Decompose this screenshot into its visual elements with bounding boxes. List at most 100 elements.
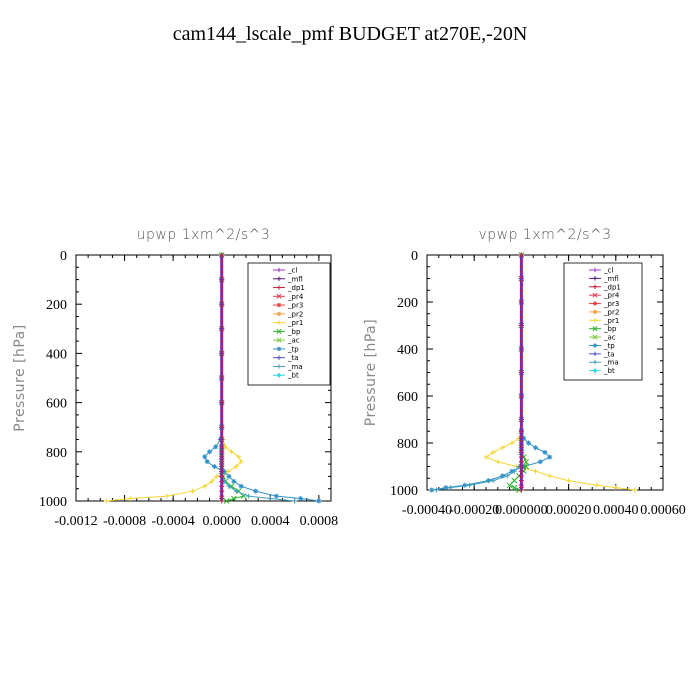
legend-label-dp1: _dp1 — [287, 284, 305, 292]
data-point-pr1 — [490, 449, 496, 455]
data-point-ma — [448, 485, 454, 491]
y-tick-label: 400 — [46, 347, 67, 362]
data-point-tp — [207, 449, 213, 455]
data-point-pr1 — [164, 493, 170, 499]
y-tick-label: 1000 — [390, 484, 418, 499]
data-point-tp — [211, 464, 217, 470]
data-point-pr1 — [190, 488, 196, 494]
data-point-pr1 — [228, 449, 234, 455]
data-point-tp — [537, 459, 543, 465]
legend-box — [247, 262, 331, 386]
y-tick-label: 0 — [60, 249, 67, 264]
data-point-pr1 — [209, 478, 215, 484]
data-point-ma — [466, 482, 472, 488]
data-point-tp — [298, 496, 304, 502]
data-point-tp — [316, 498, 322, 504]
data-point-tp — [547, 454, 553, 460]
panel-title: upwp 1xm^2/s^3 — [137, 227, 271, 243]
legend-marker-pr3 — [276, 302, 282, 308]
x-tick-label: 0.000000 — [495, 503, 548, 518]
legend-label-pr1: _pr1 — [603, 317, 619, 325]
legend-label-cl: _cl — [603, 267, 613, 275]
chart-panel-upwp: upwp 1xm^2/s^3 Pressure [hPa] 0 200 400 600 80… — [12, 227, 338, 529]
data-point-ma — [511, 468, 517, 474]
data-point-tp — [231, 478, 237, 484]
series-line-ma — [436, 255, 522, 491]
data-point-pr1 — [495, 459, 501, 465]
data-point-ma — [233, 488, 239, 494]
y-tick-label: 1000 — [39, 495, 67, 510]
legend-label-bp: _bp — [287, 328, 301, 336]
chart-panel-vpwp: vpwp 1xm^2/s^3 Pressure [hPa] 0 200 400 600 80… — [363, 227, 686, 518]
legend-label-pr4: _pr4 — [603, 292, 620, 300]
data-point-ma — [504, 473, 510, 479]
legend-marker-pr2 — [592, 309, 598, 315]
legend-marker-mfl — [276, 276, 282, 281]
figure-title: cam144_lscale_pmf BUDGET at270E,-20N — [173, 23, 528, 45]
x-tick-label: -0.0004 — [152, 514, 195, 529]
legend-label-pr2: _pr2 — [287, 310, 303, 318]
data-point-pr1 — [500, 445, 506, 451]
legend-marker-ma — [276, 364, 282, 369]
data-point-tp — [213, 444, 219, 450]
data-point-ma — [490, 478, 496, 484]
data-point-tp — [462, 482, 468, 488]
y-axis-label: Pressure [hPa] — [12, 324, 28, 431]
legend-marker-dp1 — [276, 285, 282, 290]
legend-marker-pr1 — [592, 318, 598, 323]
y-tick-label: 400 — [397, 343, 418, 358]
data-point-pr1 — [566, 478, 572, 484]
legend-label-ac: _ac — [603, 334, 616, 342]
data-point-ma — [226, 483, 232, 489]
data-point-tp — [429, 487, 435, 493]
legend-marker-cl — [592, 267, 598, 273]
data-point-pr1 — [233, 464, 239, 470]
legend-label-pr3: _pr3 — [603, 300, 619, 308]
legend-marker-bt — [276, 372, 282, 378]
legend-label-tp: _tp — [603, 342, 615, 350]
legend-marker-pr2 — [276, 311, 282, 317]
data-point-bp — [506, 482, 513, 489]
y-tick-label: 600 — [46, 397, 67, 412]
x-tick-label: -0.00040 — [402, 503, 452, 518]
x-tick-label: -0.0008 — [103, 514, 146, 529]
legend-label-dp1: _dp1 — [603, 283, 621, 291]
legend-marker-ta — [592, 351, 598, 357]
x-tick-label: 0.00040 — [593, 503, 639, 518]
data-point-tp — [525, 440, 531, 446]
data-point-ma — [292, 498, 298, 504]
y-tick-label: 800 — [397, 437, 418, 452]
legend-marker-mfl — [592, 276, 598, 281]
data-point-pr1 — [483, 454, 489, 460]
legend-marker-pr1 — [276, 320, 282, 325]
data-point-tp — [226, 473, 232, 479]
y-tick-label: 600 — [397, 390, 418, 405]
series-line-tp — [431, 255, 551, 491]
data-point-tp — [273, 493, 279, 499]
legend-label-mfl: _mfl — [287, 275, 303, 283]
data-point-bp — [523, 463, 529, 470]
data-point-tp — [533, 445, 539, 451]
legend-label-ac: _ac — [287, 337, 300, 345]
legend-label-pr1: _pr1 — [287, 319, 303, 327]
legend-marker-cl — [276, 267, 282, 273]
y-tick-label: 200 — [397, 296, 418, 311]
data-point-tp — [485, 478, 491, 484]
legend-label-bt: _bt — [287, 372, 299, 380]
legend-label-cl: _cl — [287, 267, 297, 275]
data-point-ma — [245, 493, 251, 499]
data-point-pr1 — [103, 498, 109, 504]
legend-marker-pr3 — [592, 301, 598, 306]
legend-label-pr4: _pr4 — [287, 293, 304, 301]
legend-label-pr2: _pr2 — [603, 308, 619, 316]
x-tick-label: 0.0008 — [300, 514, 339, 529]
data-point-pr1 — [238, 459, 244, 465]
data-point-ma — [433, 487, 439, 493]
data-point-pr1 — [509, 440, 515, 446]
data-point-pr1 — [236, 454, 242, 460]
data-point-bp — [523, 458, 529, 465]
data-point-tp — [238, 483, 244, 489]
data-point-tp — [204, 459, 210, 465]
data-point-tp — [500, 473, 506, 479]
